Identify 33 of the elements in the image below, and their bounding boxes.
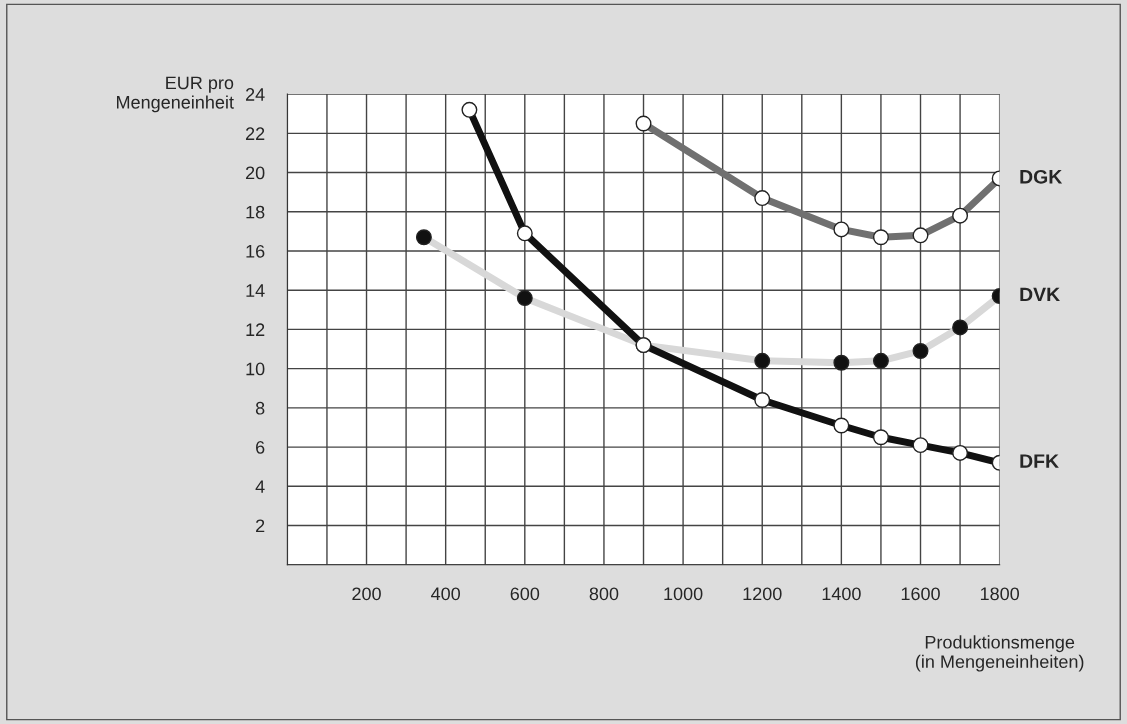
y-tick-label: 2 bbox=[256, 519, 265, 533]
y-tick-label: 4 bbox=[255, 480, 265, 493]
point bbox=[833, 417, 850, 434]
point bbox=[872, 429, 889, 446]
y-tick-label: 14 bbox=[246, 284, 265, 297]
y-tick-label: 6 bbox=[256, 441, 265, 454]
point bbox=[912, 437, 929, 454]
y-tick-label: 8 bbox=[255, 401, 265, 415]
y-axis-title: EUR pro Mengeneinheit bbox=[117, 76, 234, 113]
x-tick-label: 1200 bbox=[743, 587, 782, 601]
y-tick-label: 18 bbox=[246, 205, 265, 219]
series-label: DVK bbox=[1020, 287, 1060, 302]
point bbox=[952, 444, 969, 461]
y-tick-label: 10 bbox=[246, 362, 265, 376]
x-tick-label: 200 bbox=[352, 587, 381, 601]
y-tick-label: 24 bbox=[245, 88, 265, 101]
y-tick-label: 20 bbox=[245, 166, 265, 180]
series-label: DFK bbox=[1020, 454, 1059, 468]
point bbox=[516, 225, 533, 242]
y-tick-label: 16 bbox=[246, 244, 265, 258]
x-tick-label: 1000 bbox=[664, 587, 703, 601]
y-tick-label: 12 bbox=[246, 323, 265, 336]
point bbox=[461, 101, 478, 118]
x-tick-label: 1600 bbox=[901, 587, 940, 601]
x-tick-label: 1400 bbox=[822, 587, 861, 601]
y-tick-label: 22 bbox=[245, 127, 265, 140]
x-tick-label: 600 bbox=[510, 587, 540, 601]
series-label: DGK bbox=[1020, 169, 1063, 184]
x-axis-title: Produktionsmenge (in Mengeneinheiten) bbox=[915, 635, 1084, 672]
x-tick-label: 1800 bbox=[980, 587, 1020, 601]
point bbox=[754, 392, 771, 408]
x-tick-label: 400 bbox=[431, 587, 461, 601]
x-tick-label: 800 bbox=[589, 587, 619, 601]
